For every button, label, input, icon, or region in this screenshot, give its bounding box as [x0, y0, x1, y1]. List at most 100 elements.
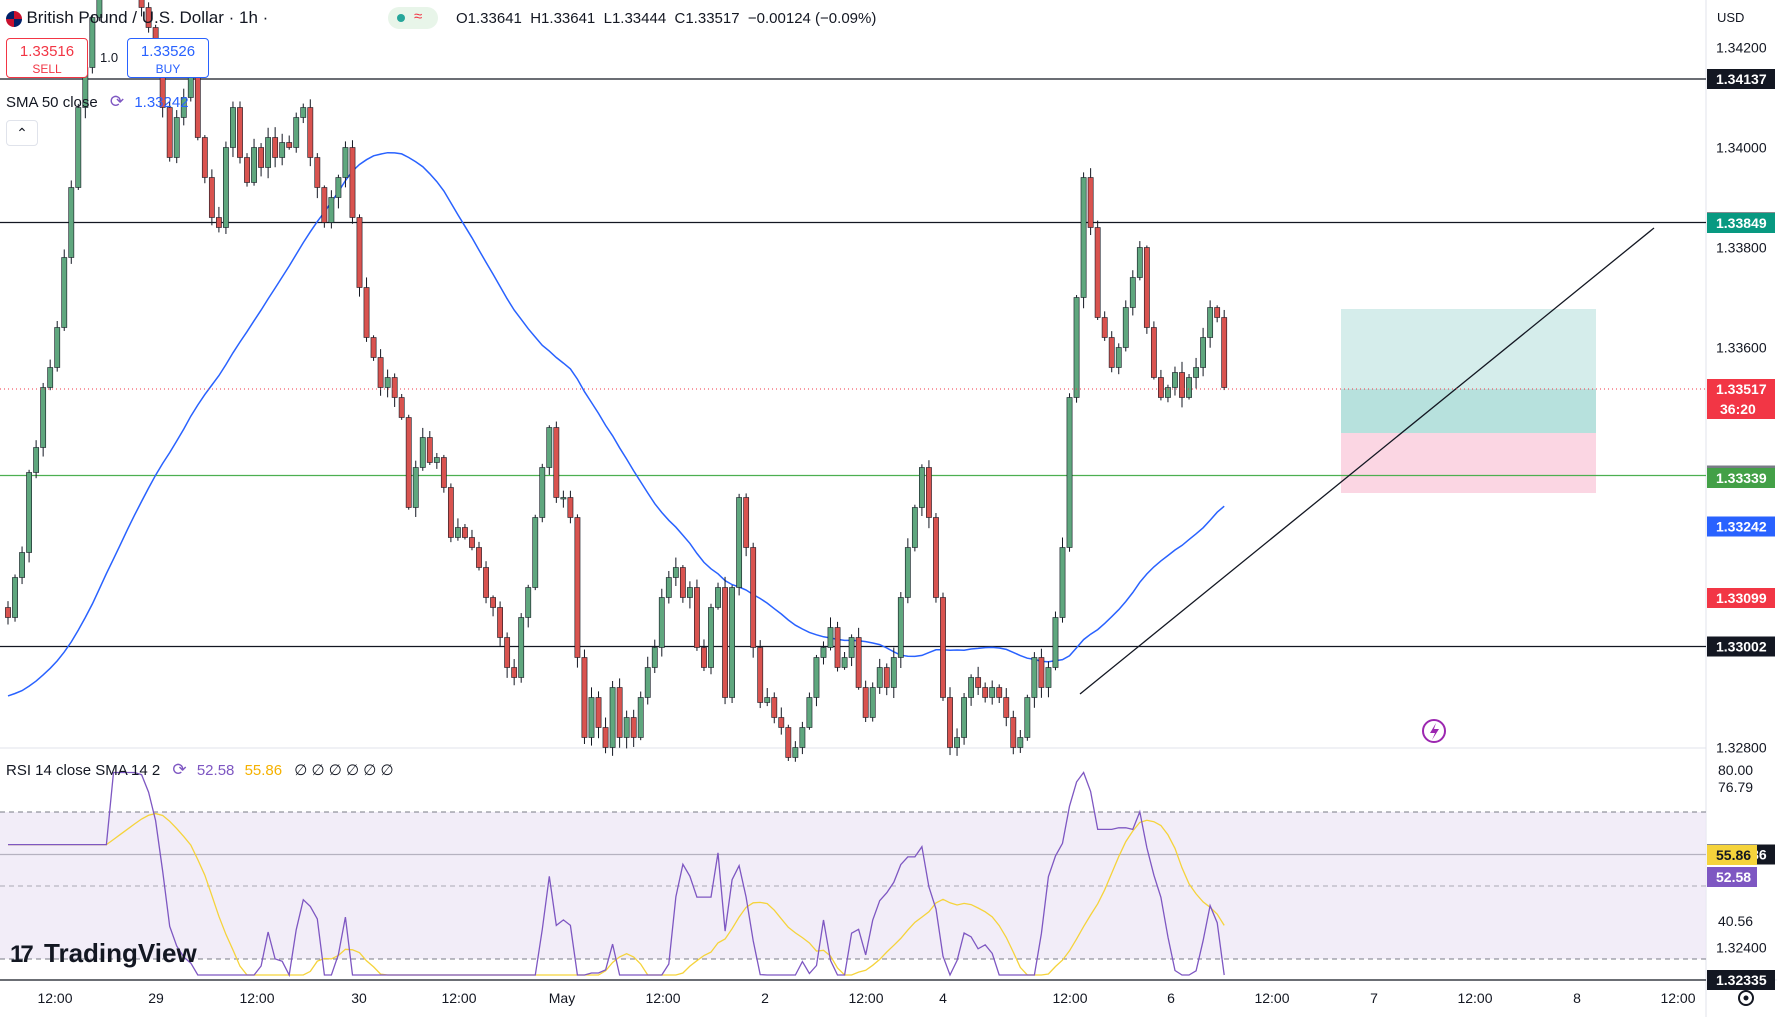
candle-body	[876, 667, 883, 688]
candle-body	[560, 497, 567, 500]
position-target-zone[interactable]	[1341, 309, 1596, 433]
candle-body	[729, 587, 735, 698]
candle	[1010, 710, 1017, 755]
price-tag-bg	[1707, 516, 1775, 537]
candle-body	[644, 667, 651, 698]
trendline[interactable]	[1079, 227, 1655, 695]
candle	[173, 110, 180, 164]
time-axis[interactable]: 12:00 29 12:00 30 12:00 May 12:00 2 12:00 4 12:00 6…	[37, 990, 1695, 1006]
candle-body	[412, 467, 419, 508]
candle-body	[1193, 367, 1199, 378]
candle	[469, 529, 475, 551]
candle-body	[665, 577, 672, 598]
sma-legend[interactable]: SMA 50 close ⟳ 1.33242	[6, 92, 189, 112]
candles	[5, 0, 1228, 762]
refresh-icon[interactable]: ⟳	[109, 92, 125, 111]
candle-body	[265, 137, 272, 168]
candle-body	[208, 177, 215, 218]
position-stop-zone[interactable]	[1341, 433, 1596, 493]
symbol-header[interactable]: British Pound / U.S. Dollar · 1h ·	[6, 8, 268, 28]
market-status-badge[interactable]: ≈	[388, 7, 438, 29]
rsi-refresh-icon[interactable]: ⟳	[172, 760, 187, 779]
rsi-tick-label: 40.56	[1718, 913, 1753, 929]
candle-body	[799, 727, 806, 748]
candle-body	[166, 107, 173, 158]
candle	[391, 373, 398, 407]
price-tag-bg	[1707, 69, 1775, 89]
candle	[1221, 309, 1228, 391]
settings-gear-icon[interactable]	[1738, 990, 1754, 1006]
candle-body	[1031, 657, 1038, 698]
currency-selector[interactable]: USD	[1717, 10, 1744, 25]
candle	[363, 277, 370, 342]
candle-body	[778, 717, 785, 728]
candle-body	[180, 97, 187, 118]
candle	[440, 454, 447, 493]
candle-body	[890, 657, 897, 688]
candle	[1186, 373, 1192, 400]
candle	[490, 595, 496, 617]
candle-body	[342, 147, 349, 178]
x-tick-label: 12:00	[1457, 990, 1492, 1006]
candle-body	[947, 697, 953, 748]
candle	[722, 576, 728, 705]
candle-body	[904, 547, 911, 598]
candle-body	[497, 607, 503, 638]
candle	[658, 588, 665, 657]
price-axis[interactable]: 1.348001.346001.342001.340001.338001.336…	[1716, 0, 1767, 1017]
candle	[47, 359, 54, 391]
price-tag-bg	[1707, 468, 1775, 488]
candle	[1179, 361, 1185, 408]
candle-body	[272, 137, 279, 158]
candle-body	[623, 717, 630, 738]
candle-body	[651, 647, 658, 668]
candle-body	[244, 157, 250, 183]
collapse-legend-button[interactable]: ⌃	[6, 120, 38, 146]
candle-body	[567, 497, 574, 518]
candle-body	[1129, 277, 1136, 308]
candle	[518, 613, 525, 683]
spread-value: 1.0	[100, 50, 119, 65]
candle	[455, 518, 461, 541]
price-tag-label: 1.32335	[1716, 972, 1767, 988]
candle	[511, 659, 518, 686]
candle-body	[1038, 657, 1045, 688]
candle-body	[321, 187, 328, 223]
rsi-extras: ∅ ∅ ∅ ∅ ∅ ∅	[294, 762, 394, 779]
candle	[602, 717, 609, 754]
candle-body	[223, 147, 229, 228]
candle-body	[1059, 547, 1066, 618]
candle-body	[757, 647, 764, 703]
candle-body	[933, 517, 939, 598]
candle-body	[975, 677, 982, 688]
candle-body	[138, 0, 145, 8]
flash-icon[interactable]	[1422, 719, 1446, 743]
candle-body	[391, 377, 398, 398]
x-tick-label: 6	[1167, 990, 1175, 1006]
candle	[679, 565, 686, 603]
candle	[771, 692, 778, 724]
candle-body	[1017, 737, 1024, 748]
candle-body	[609, 687, 616, 748]
candle	[40, 382, 47, 457]
sell-button[interactable]: 1.33516 SELL	[6, 38, 88, 78]
candle	[33, 440, 40, 479]
rsi-legend[interactable]: RSI 14 close SMA 14 2 ⟳ 52.58 55.86 ∅ ∅ …	[6, 760, 394, 780]
candle	[293, 112, 300, 153]
candle	[729, 585, 735, 704]
candle-body	[40, 387, 47, 448]
candle-body	[982, 687, 989, 698]
candle-body	[469, 537, 475, 548]
sma-50-line	[7, 151, 1225, 697]
symbol-title[interactable]: British Pound / U.S. Dollar · 1h ·	[26, 8, 269, 27]
candle	[736, 493, 743, 596]
rsi-value-tag-bg	[1707, 845, 1757, 865]
candle-body	[314, 157, 321, 188]
candle-body	[1003, 697, 1010, 718]
candle	[588, 687, 595, 746]
tradingview-logo[interactable]: 17 TradingView	[10, 938, 197, 969]
buy-button[interactable]: 1.33526 BUY	[127, 38, 209, 78]
candle-body	[286, 142, 293, 148]
